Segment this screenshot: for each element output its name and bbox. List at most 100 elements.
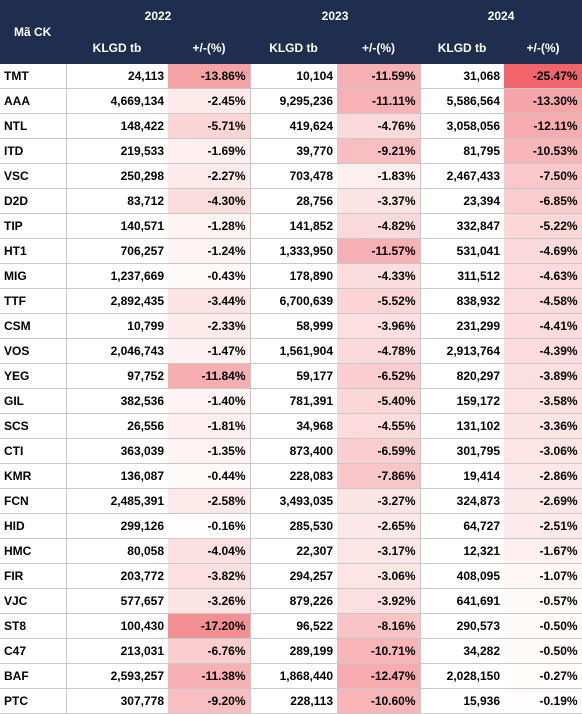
percent-change-cell: -4.39% (504, 338, 582, 364)
avg-volume-cell: 820,297 (419, 363, 505, 389)
percent-change-cell: -6.85% (504, 188, 582, 214)
avg-volume-cell: 26,556 (65, 413, 168, 439)
avg-volume-cell: 19,414 (419, 463, 505, 489)
table-row: YEG 97,752 -11.84% 59,177 -6.52% 820,297 -3.89… (0, 363, 582, 389)
table-row: C47 213,031 -6.76% 289,199 -10.71% 34,282 -0.5… (0, 638, 582, 664)
table-row: ST8 100,430 -17.20% 96,522 -8.16% 290,573 -0.5… (0, 613, 582, 639)
percent-change-cell: -9.20% (168, 688, 251, 714)
table-row: GIL 382,536 -1.40% 781,391 -5.40% 159,172 -3.5… (0, 388, 582, 414)
percent-change-cell: -2.33% (168, 313, 251, 339)
percent-change-cell: -4.41% (504, 313, 582, 339)
table-row: ITD 219,533 -1.69% 39,770 -9.21% 81,795 -10.53… (0, 138, 582, 164)
avg-volume-cell: 324,873 (419, 488, 505, 514)
avg-volume-cell: 250,298 (65, 163, 168, 189)
percent-change-cell: -4.33% (337, 263, 421, 289)
table-body: TMT 24,113 -13.86% 10,104 -11.59% 31,068 -25.4… (0, 64, 582, 714)
stock-code: TMT (0, 64, 66, 89)
avg-volume-cell: 3,493,035 (249, 488, 338, 514)
avg-volume-cell: 419,624 (249, 113, 338, 139)
column-header-year-2023: 2023 (250, 0, 421, 31)
percent-change-cell: -4.78% (337, 338, 421, 364)
table-row: NTL 148,422 -5.71% 419,624 -4.76% 3,058,056 -1… (0, 113, 582, 139)
column-header-year-2024: 2024 (420, 0, 582, 31)
avg-volume-cell: 6,700,639 (249, 288, 338, 314)
avg-volume-cell: 140,571 (65, 213, 168, 239)
stock-code: HMC (0, 538, 66, 564)
column-header-year-2022: 2022 (66, 0, 251, 31)
percent-change-cell: -7.86% (337, 463, 421, 489)
stock-code: D2D (0, 188, 66, 214)
avg-volume-cell: 213,031 (65, 638, 168, 664)
percent-change-cell: -2.65% (337, 513, 421, 539)
stock-code: ITD (0, 138, 66, 164)
avg-volume-cell: 80,058 (65, 538, 168, 564)
avg-volume-cell: 9,295,236 (249, 88, 338, 114)
avg-volume-cell: 83,712 (65, 188, 168, 214)
avg-volume-cell: 2,046,743 (65, 338, 168, 364)
avg-volume-cell: 311,512 (419, 263, 505, 289)
avg-volume-cell: 23,394 (419, 188, 505, 214)
stock-code: KMR (0, 463, 66, 489)
avg-volume-cell: 81,795 (419, 138, 505, 164)
stock-code: MIG (0, 263, 66, 289)
percent-change-cell: -11.57% (337, 238, 421, 264)
percent-change-cell: -1.07% (504, 563, 582, 589)
avg-volume-cell: 228,083 (249, 463, 338, 489)
avg-volume-cell: 531,041 (419, 238, 505, 264)
avg-volume-cell: 22,307 (249, 538, 338, 564)
avg-volume-cell: 31,068 (419, 64, 505, 89)
table-row: HT1 706,257 -1.24% 1,333,950 -11.57% 531,041-… (0, 238, 582, 264)
avg-volume-cell: 285,530 (249, 513, 338, 539)
percent-change-cell: -1.69% (168, 138, 251, 164)
percent-change-cell: -4.76% (337, 113, 421, 139)
percent-change-cell: -11.59% (337, 64, 421, 89)
table-row: D2D 83,712 -4.30% 28,756 -3.37% 23,394 -6.85% (0, 188, 582, 214)
percent-change-cell: -8.16% (337, 613, 421, 639)
stock-code: VSC (0, 163, 66, 189)
avg-volume-cell: 641,691 (419, 588, 505, 614)
table-row: TIP 140,571 -1.28% 141,852 -4.82% 332,847 -5.2… (0, 213, 582, 239)
avg-volume-cell: 203,772 (65, 563, 168, 589)
avg-volume-cell: 706,257 (65, 238, 168, 264)
percent-change-cell: -7.50% (504, 163, 582, 189)
avg-volume-cell: 1,237,669 (65, 263, 168, 289)
column-header-volume: KLGD tb (66, 31, 168, 64)
avg-volume-cell: 363,039 (65, 438, 168, 464)
percent-change-cell: -6.59% (337, 438, 421, 464)
avg-volume-cell: 299,126 (65, 513, 168, 539)
percent-change-cell: -1.47% (168, 338, 251, 364)
percent-change-cell: -3.92% (337, 588, 421, 614)
percent-change-cell: -1.28% (168, 213, 251, 239)
table-row: VOS 2,046,743 -1.47% 1,561,904 -4.78% 2,913,7… (0, 338, 582, 364)
avg-volume-cell: 141,852 (249, 213, 338, 239)
percent-change-cell: -4.63% (504, 263, 582, 289)
percent-change-cell: -2.58% (168, 488, 251, 514)
table-row: CSM 10,799 -2.33% 58,999 -3.96% 231,299 -4.41% (0, 313, 582, 339)
percent-change-cell: -1.35% (168, 438, 251, 464)
avg-volume-cell: 231,299 (419, 313, 505, 339)
percent-change-cell: -3.96% (337, 313, 421, 339)
stock-code: TIP (0, 213, 66, 239)
percent-change-cell: -2.45% (168, 88, 251, 114)
avg-volume-cell: 131,102 (419, 413, 505, 439)
avg-volume-cell: 228,113 (249, 688, 338, 714)
percent-change-cell: -25.47% (504, 64, 582, 89)
avg-volume-cell: 1,333,950 (249, 238, 338, 264)
percent-change-cell: -11.38% (168, 663, 251, 689)
percent-change-cell: -0.19% (504, 688, 582, 714)
percent-change-cell: -4.04% (168, 538, 251, 564)
percent-change-cell: -3.82% (168, 563, 251, 589)
percent-change-cell: -3.17% (337, 538, 421, 564)
avg-volume-cell: 34,968 (249, 413, 338, 439)
avg-volume-cell: 3,058,056 (419, 113, 505, 139)
table-row: FCN 2,485,391 -2.58% 3,493,035 -3.27% 324,873… (0, 488, 582, 514)
percent-change-cell: -13.86% (168, 64, 251, 89)
percent-change-cell: -4.58% (504, 288, 582, 314)
avg-volume-cell: 64,727 (419, 513, 505, 539)
avg-volume-cell: 12,321 (419, 538, 505, 564)
avg-volume-cell: 289,199 (249, 638, 338, 664)
avg-volume-cell: 39,770 (249, 138, 338, 164)
column-header-volume: KLGD tb (420, 31, 505, 64)
table-row: HID 299,126 -0.16% 285,530 -2.65% 64,727 -2.51… (0, 513, 582, 539)
